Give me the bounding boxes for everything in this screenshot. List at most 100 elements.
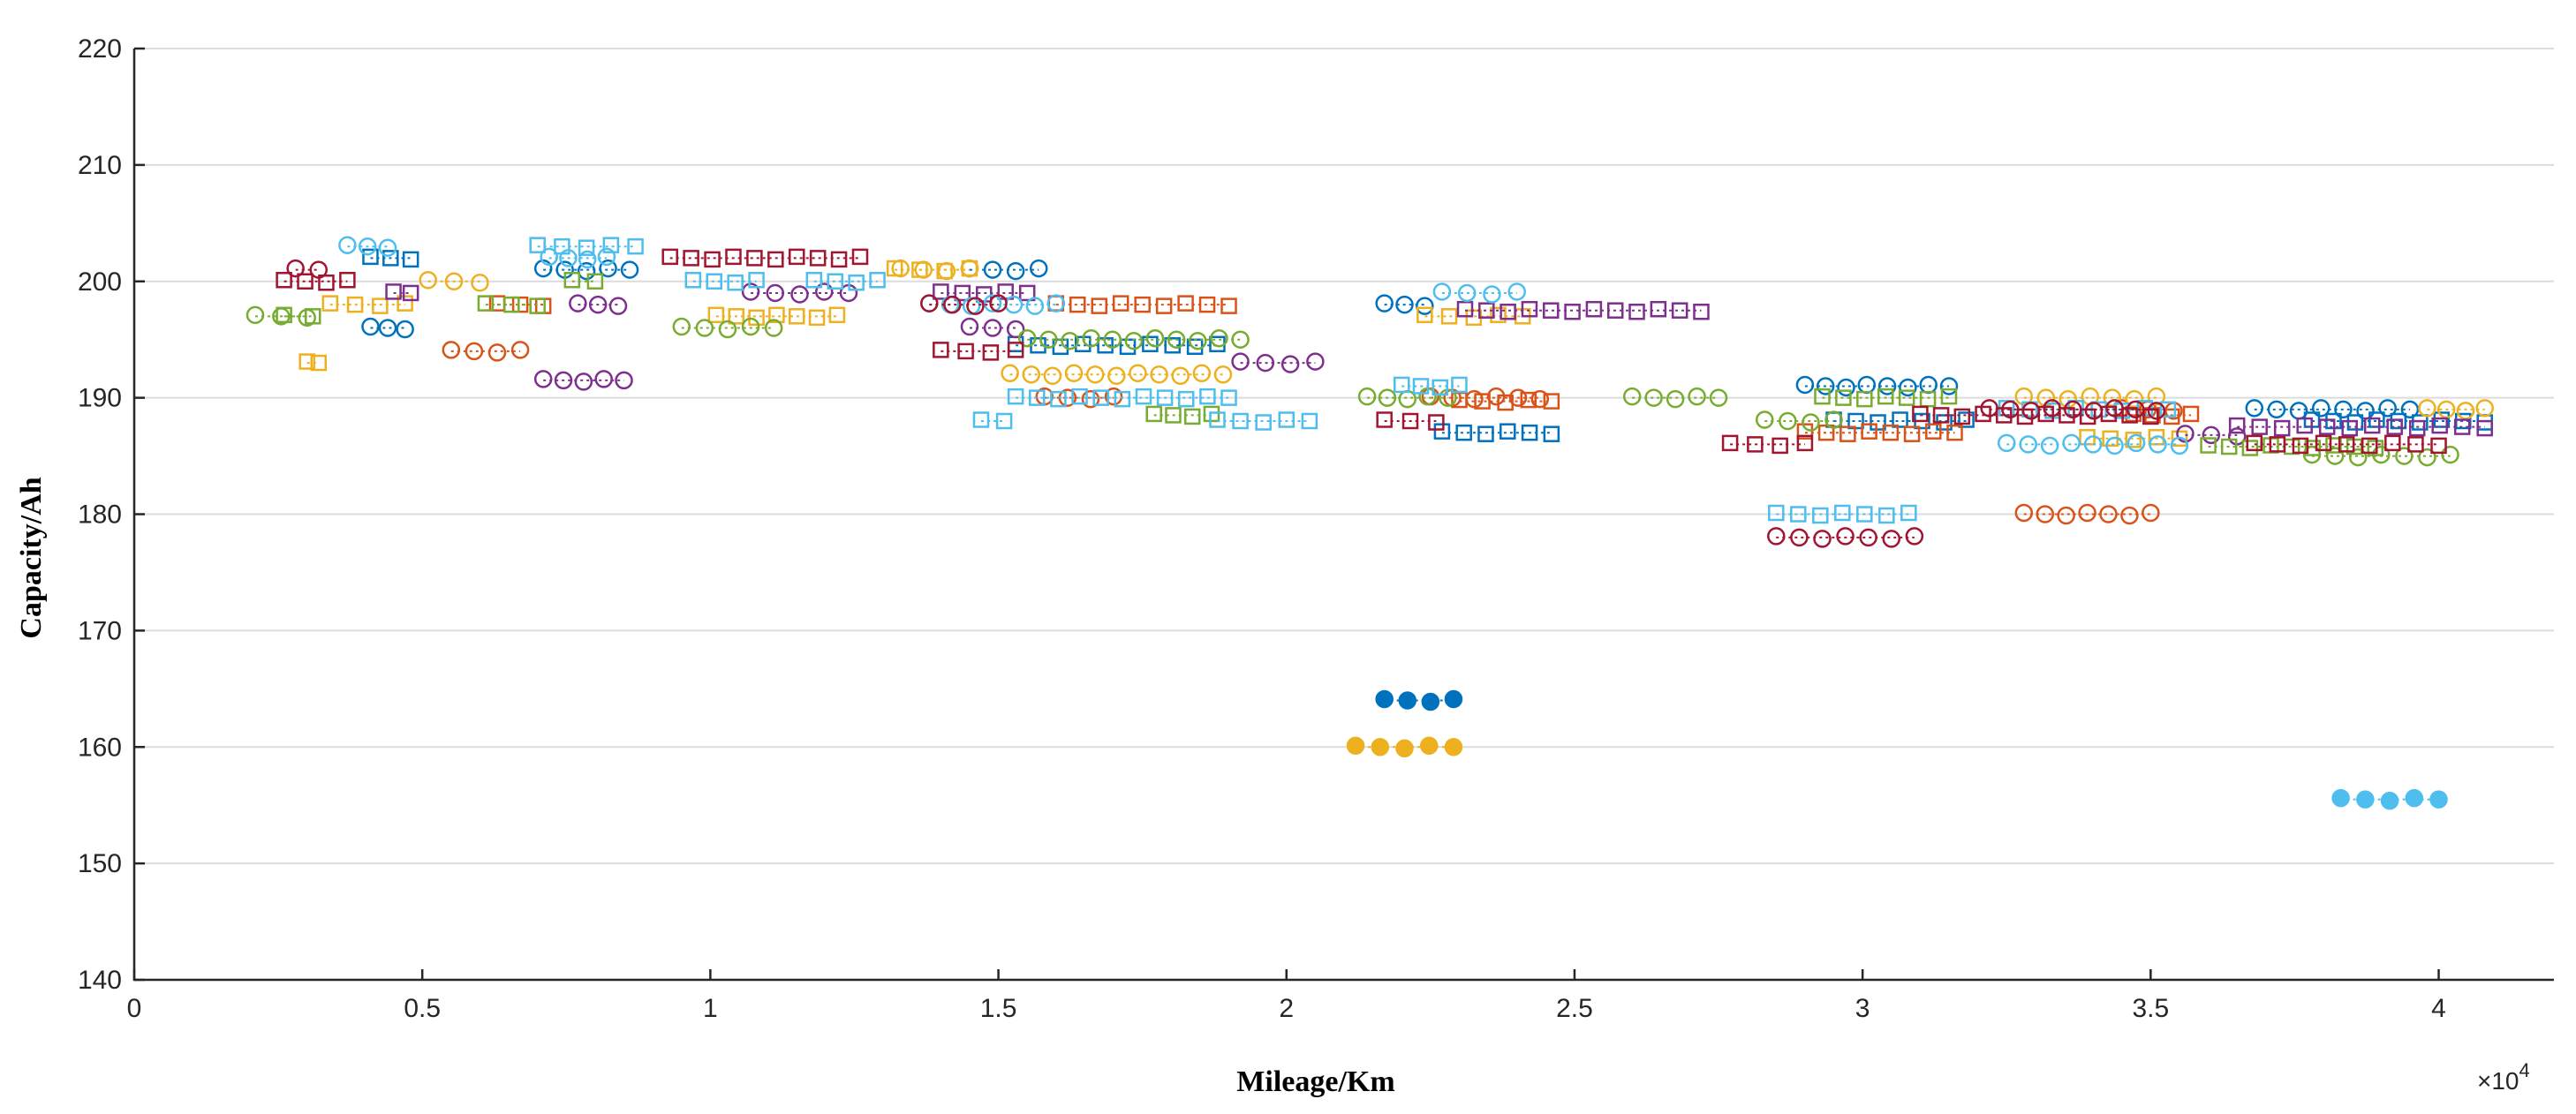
- data-point: [419, 271, 437, 290]
- data-point: [1189, 331, 1207, 350]
- data-point: [2475, 399, 2494, 418]
- data-point: [1543, 302, 1560, 319]
- data-point: [361, 317, 380, 336]
- data-point: [554, 237, 570, 255]
- data-point: [1721, 434, 1739, 452]
- data-point: [2348, 448, 2368, 467]
- data-point: [848, 275, 865, 291]
- data-point: [2057, 506, 2075, 525]
- data-point: [886, 260, 903, 277]
- data-point: [1919, 375, 1938, 395]
- data-point: [1416, 297, 1434, 315]
- data-point: [1813, 530, 1832, 548]
- data-point: [246, 305, 265, 325]
- data-point: [1946, 424, 1963, 441]
- data-point: [808, 309, 826, 327]
- data-point: [2171, 430, 2188, 448]
- data-point: [2246, 434, 2263, 452]
- data-point: [1953, 408, 1971, 425]
- x-exponent-base: ×10: [2477, 1067, 2519, 1095]
- data-point: [608, 297, 628, 315]
- data-point: [318, 275, 335, 291]
- data-point: [1029, 389, 1046, 406]
- data-point: [1375, 689, 1394, 709]
- series-blue-filled: [1375, 689, 1463, 711]
- data-point: [2436, 400, 2456, 419]
- data-point: [1199, 388, 1216, 405]
- data-point: [1451, 376, 1468, 394]
- data-point: [396, 320, 414, 339]
- data-point: [2100, 405, 2118, 423]
- data-point: [1939, 377, 1959, 395]
- data-point: [914, 260, 933, 279]
- data-point: [1490, 306, 1507, 324]
- data-point: [1905, 527, 1924, 546]
- data-point: [2315, 434, 2332, 452]
- data-point: [728, 308, 744, 325]
- data-point: [1456, 300, 1474, 318]
- data-point: [966, 297, 985, 315]
- data-point: [1795, 375, 1815, 395]
- data-point: [1192, 364, 1212, 382]
- data-point: [1836, 527, 1855, 546]
- data-point: [2120, 506, 2139, 525]
- data-point: [1543, 393, 1560, 410]
- x-exponent-power: 4: [2519, 1059, 2530, 1081]
- data-point: [1135, 388, 1152, 405]
- data-point: [695, 319, 714, 337]
- data-point: [1376, 411, 1393, 428]
- data-point: [1508, 388, 1528, 407]
- tick-labels: 140 150 160 170 180 190 200 210 220 0 0.5 1 1.5 2 2.5 3…: [78, 34, 2446, 1023]
- x-tick-label: 0.5: [404, 994, 441, 1023]
- series-orange-squares: [488, 295, 2200, 442]
- data-point: [578, 239, 595, 256]
- data-point: [1255, 414, 1272, 431]
- data-point: [2407, 436, 2424, 453]
- data-point: [1814, 388, 1831, 405]
- data-point: [1903, 425, 1921, 442]
- data-point: [1709, 388, 1728, 407]
- data-point: [1857, 375, 1877, 395]
- data-point: [683, 250, 699, 267]
- data-point: [1150, 365, 1168, 384]
- data-point: [2125, 432, 2142, 448]
- data-point: [1177, 390, 1195, 408]
- data-point: [1104, 387, 1123, 406]
- data-point: [748, 309, 765, 327]
- data-point: [827, 273, 843, 290]
- data-point: [286, 259, 305, 278]
- data-point: [1167, 330, 1186, 349]
- data-point: [1628, 303, 1645, 320]
- data-point: [851, 248, 869, 266]
- data-point: [2149, 435, 2167, 454]
- data-point: [768, 306, 785, 324]
- data-point: [2273, 419, 2291, 437]
- data-point: [1278, 411, 1296, 428]
- y-tick-label: 170: [78, 616, 122, 645]
- data-point: [2325, 437, 2342, 454]
- data-point: [1371, 738, 1390, 756]
- y-tick-label: 180: [78, 501, 122, 530]
- data-point: [1165, 407, 1182, 424]
- data-point: [1644, 388, 1663, 407]
- data-point: [2099, 505, 2118, 523]
- data-point: [2267, 400, 2286, 419]
- data-point: [2356, 790, 2375, 809]
- data-point: [1919, 390, 1937, 408]
- data-point: [487, 343, 507, 362]
- data-point: [1940, 388, 1958, 405]
- data-point: [1650, 300, 1667, 318]
- data-point: [830, 251, 848, 268]
- data-point: [2429, 790, 2448, 809]
- data-point: [2395, 447, 2414, 465]
- data-point: [578, 250, 597, 269]
- data-point: [1432, 282, 1452, 301]
- data-point: [995, 412, 1013, 430]
- series-purple-circles: [533, 282, 2247, 446]
- data-point: [1521, 300, 1538, 318]
- data-point: [661, 248, 678, 266]
- data-point: [1395, 295, 1414, 314]
- data-point: [2014, 503, 2034, 523]
- data-point: [1145, 328, 1165, 348]
